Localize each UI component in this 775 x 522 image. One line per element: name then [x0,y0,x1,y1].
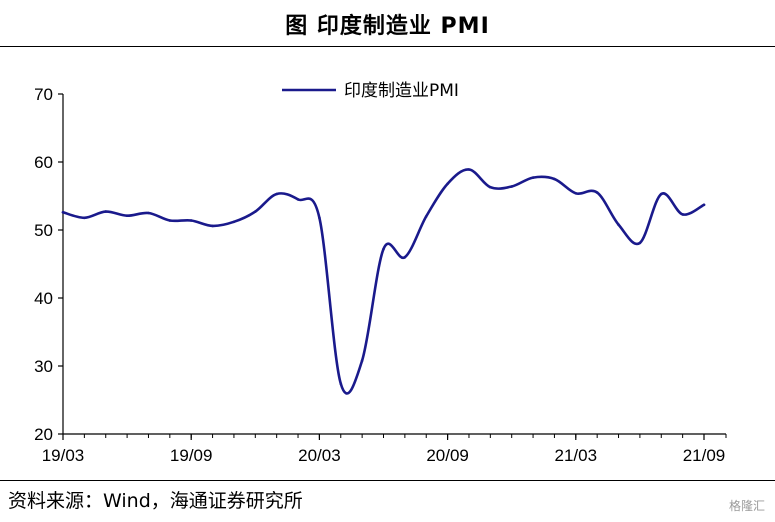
y-tick-label: 30 [34,357,53,376]
data-point [104,210,107,213]
data-point [168,219,172,222]
data-point [510,185,513,188]
data-point [296,198,300,201]
y-tick-label: 20 [34,425,53,444]
y-tick-label: 50 [34,221,53,240]
data-point [467,168,471,171]
x-tick-label: 20/03 [298,446,341,465]
data-point [254,210,257,213]
x-tick-label: 21/09 [683,446,726,465]
data-point [382,247,385,251]
chart-axes [62,94,726,435]
chart-ticks: 20 30 40 50 60 70 19/03 19/09 20/03 20/09 21/03 21/… [34,85,727,465]
data-point [339,382,343,386]
data-point [403,255,407,259]
chart-title: 图 印度制造业 PMI [285,14,490,39]
data-point [660,192,663,196]
title-rule [0,46,775,47]
data-point [574,192,578,195]
data-point [702,203,706,207]
y-tick-label: 40 [34,289,53,308]
x-tick-label: 19/09 [170,446,213,465]
data-point [125,214,129,217]
data-point [638,241,642,245]
data-point [531,176,535,179]
series-line-india-pmi [61,168,706,395]
data-point [275,192,279,196]
data-point [232,220,236,224]
data-point [318,216,321,220]
data-point [189,219,193,222]
data-point [489,185,492,189]
chart-series [61,168,706,395]
pmi-chart: 20 30 40 50 60 70 19/03 19/09 20/03 20/09 21/03 21/… [34,81,727,465]
y-tick-label: 70 [34,85,53,104]
data-point [360,359,364,362]
data-point [553,177,556,181]
data-point [595,191,599,194]
x-tick-label: 21/03 [555,446,598,465]
y-tick-label: 60 [34,153,53,172]
chart-legend: 印度制造业PMI [282,81,459,101]
source-rule [0,480,775,481]
data-point [147,211,150,215]
x-tick-label: 20/09 [426,446,469,465]
data-point [211,224,214,228]
legend-label: 印度制造业PMI [344,81,459,101]
data-point [446,182,449,186]
data-point [617,223,620,226]
data-point [681,213,684,216]
source-note: 资料来源：Wind，海通证券研究所 [8,490,303,512]
data-point [424,215,428,218]
data-point [61,211,65,214]
data-point [83,216,86,220]
x-tick-label: 19/03 [42,446,85,465]
watermark: 格隆汇 [728,499,765,513]
